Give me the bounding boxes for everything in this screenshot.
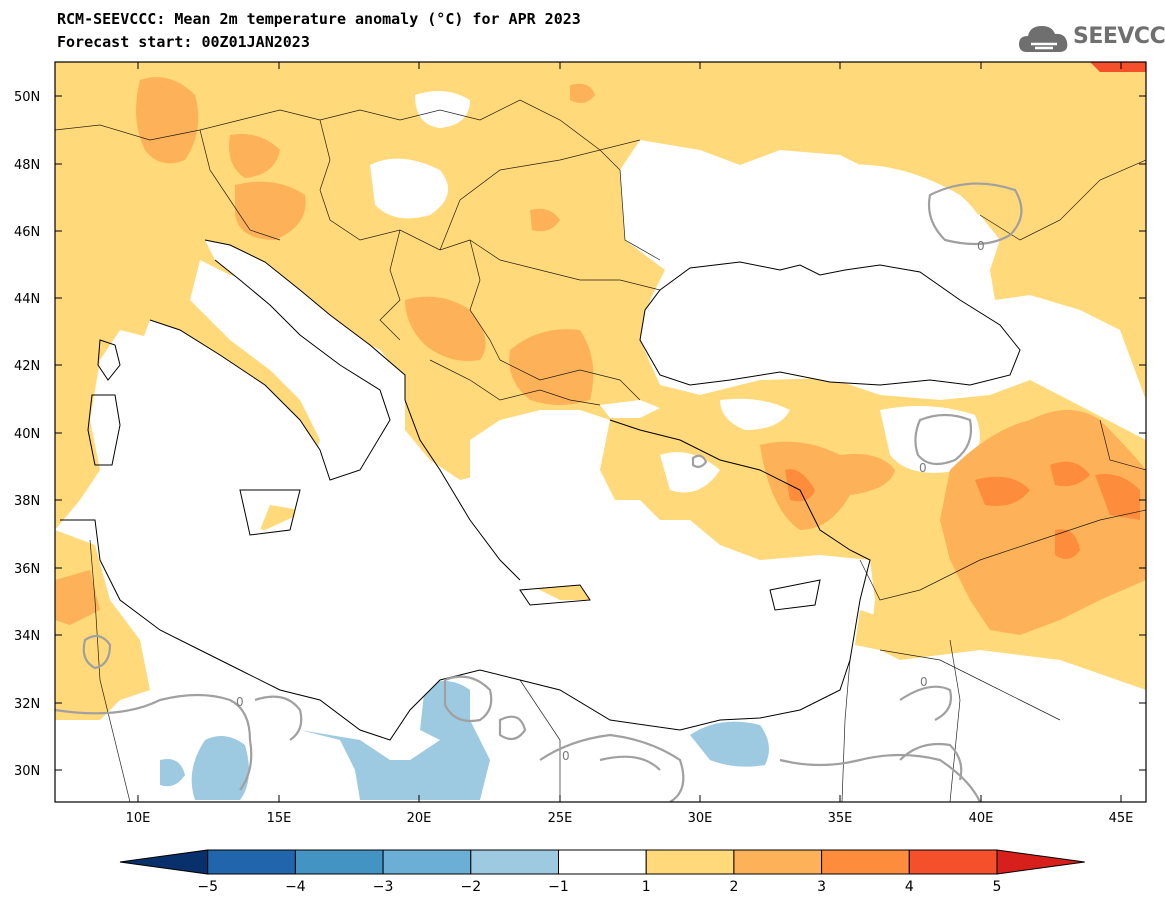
colorbar-label: 2: [729, 879, 738, 895]
svg-text:38N: 38N: [14, 494, 40, 509]
lon-tick: 20E: [407, 62, 432, 826]
colorbar-segment: [821, 849, 910, 875]
longitude-axis: 10E 15E 20E 25E 30E 35E 40E 45E: [126, 62, 1134, 826]
lat-tick: 32N: [14, 697, 1146, 712]
contour-label: 0: [236, 695, 244, 709]
country-borders: [55, 99, 1146, 802]
svg-text:48N: 48N: [14, 158, 40, 173]
svg-text:30N: 30N: [14, 764, 40, 779]
colorbar-arrow-high: [996, 849, 1085, 875]
lon-tick: 15E: [267, 62, 292, 826]
colorbar-segment: [908, 849, 998, 875]
colorbar-segment: [294, 849, 384, 875]
svg-text:35E: 35E: [828, 811, 853, 826]
colorbar-segment: [645, 849, 735, 875]
svg-text:30E: 30E: [688, 811, 713, 826]
colorbar-label: −1: [548, 879, 569, 895]
colorbar-label: −4: [285, 879, 306, 895]
seevccc-logo: SEEVCCC: [1017, 22, 1165, 58]
zero-contours: [55, 182, 1023, 802]
contour-label: 0: [562, 749, 570, 763]
svg-text:20E: 20E: [407, 811, 432, 826]
lat-tick: 48N: [14, 158, 1146, 173]
svg-text:15E: 15E: [267, 811, 292, 826]
svg-text:34N: 34N: [14, 629, 40, 644]
cloud-icon: [1019, 26, 1068, 52]
lat-tick: 38N: [14, 494, 1146, 509]
svg-text:50N: 50N: [14, 90, 40, 105]
contour-labels: 0 0 0 0 0: [236, 239, 985, 763]
lon-tick: 25E: [548, 62, 573, 826]
lat-tick: 44N: [14, 292, 1146, 307]
coastlines: [60, 239, 1021, 741]
map-fields: 0 0 0 0 0: [55, 62, 1146, 802]
colorbar-segment: [470, 849, 559, 875]
anomaly-field-1to2: [55, 62, 1146, 720]
colorbar-segment: [207, 849, 296, 875]
lon-tick: 10E: [126, 62, 151, 826]
colorbar-label: −3: [373, 879, 394, 895]
colorbar-label: 4: [905, 879, 914, 895]
map-frame: [54, 61, 1147, 803]
contour-label: 0: [977, 239, 985, 253]
near-zero-patches: [370, 91, 1140, 520]
colorbar-segment: [733, 849, 823, 875]
lat-tick: 34N: [14, 629, 1146, 644]
sea-areas: [95, 240, 1020, 740]
svg-text:42N: 42N: [14, 359, 40, 374]
contour-label: 0: [920, 675, 928, 689]
svg-text:40N: 40N: [14, 427, 40, 442]
svg-text:10E: 10E: [126, 811, 151, 826]
anomaly-field-2to3: [55, 77, 1146, 635]
colorbar-segment: [558, 849, 647, 875]
colorbar: −5 −4 −3 −2 −1 1 2 3 4 5: [119, 849, 1085, 895]
logo-text: SEEVCCC: [1073, 24, 1165, 49]
svg-text:36N: 36N: [14, 562, 40, 577]
colorbar-label: 1: [642, 879, 651, 895]
colorbar-label: −2: [460, 879, 481, 895]
colorbar-segment: [382, 849, 472, 875]
lat-tick: 50N: [14, 90, 1146, 105]
lat-tick: 40N: [14, 427, 1146, 442]
forecast-start-label: Forecast start: 00Z01JAN2023: [57, 33, 310, 51]
colorbar-arrow-low: [119, 849, 209, 875]
svg-text:32N: 32N: [14, 697, 40, 712]
anomaly-field-minus1to-2: [160, 681, 769, 800]
svg-text:46N: 46N: [14, 225, 40, 240]
lat-tick: 42N: [14, 359, 1146, 374]
lon-tick: 30E: [688, 62, 713, 826]
latitude-axis: 50N 48N 46N 44N 42N 40N 38N 36N 34N 32N …: [14, 90, 1146, 779]
lat-tick: 46N: [14, 225, 1146, 240]
svg-text:25E: 25E: [548, 811, 573, 826]
colorbar-label: 5: [993, 879, 1002, 895]
map-title: RCM-SEEVCCC: Mean 2m temperature anomaly…: [57, 10, 581, 28]
contour-label: 0: [919, 461, 927, 475]
svg-text:44N: 44N: [14, 292, 40, 307]
lat-tick: 30N: [14, 764, 1146, 779]
svg-text:40E: 40E: [969, 811, 994, 826]
lon-tick: 45E: [1109, 62, 1134, 826]
lon-tick: 35E: [828, 62, 853, 826]
anomaly-field-4to5: [1090, 62, 1146, 72]
lon-tick: 40E: [969, 62, 994, 826]
colorbar-label: −5: [197, 879, 218, 895]
colorbar-label: 3: [817, 879, 826, 895]
lat-tick: 36N: [14, 562, 1146, 577]
svg-text:45E: 45E: [1109, 811, 1134, 826]
